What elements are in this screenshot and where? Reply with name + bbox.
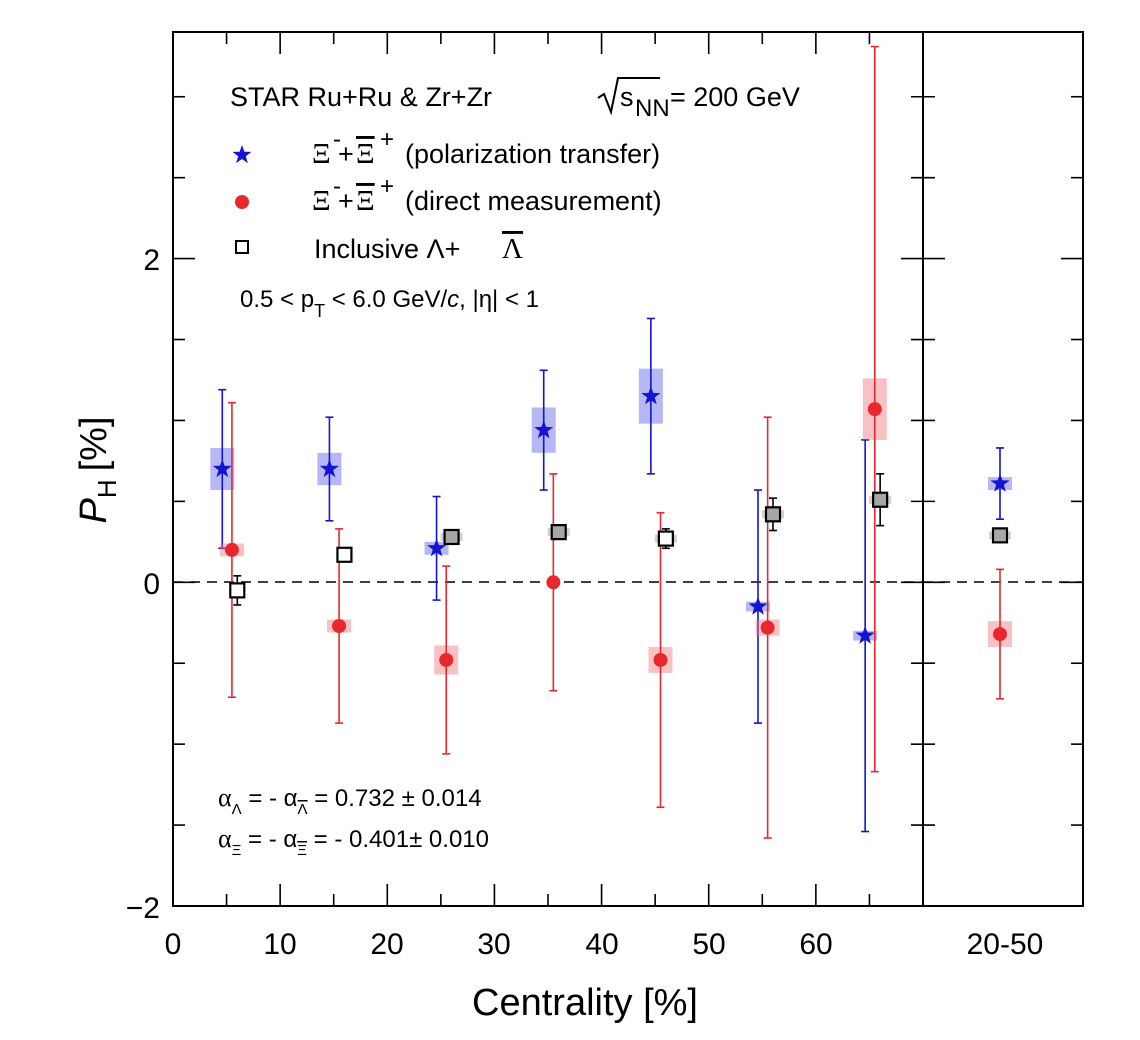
side-plot-frame [922,31,1084,907]
legend-entry2-label: (direct measurement) [405,186,662,216]
alpha-lambda-line: αΛ = - αΛ = 0.732 ± 0.014 [218,783,482,818]
y-axis-title: PH [%] [73,416,122,523]
legend-entry2-xibar-sup: + [380,173,394,200]
xi_direct-marker [760,620,775,635]
legend-entry1-label: (polarization transfer) [405,139,660,169]
x-tick-label: 20 [370,928,403,961]
legend-header-energy: = 200 GeV [670,82,800,112]
legend-entry1-xi-sup: - [333,126,341,153]
kinematic-cut-suffix: , |η| < 1 [459,286,539,313]
x-tick-label: 60 [799,928,832,961]
y-axis-symbol: P [73,498,115,524]
x-tick-label: 40 [585,928,618,961]
x-tick-label: 30 [477,928,510,961]
lambda_inclusive-marker [764,506,782,523]
legend-entry1-xibar: Ξ [356,138,375,170]
lambda_inclusive-marker [550,524,567,541]
legend-entry3-lambda: Λ [502,233,523,265]
lambda_inclusive-marker-integrated [991,527,1009,544]
x-axis-title: Centrality [%] [472,982,698,1024]
lambda_inclusive-marker [229,582,246,599]
axis-ticks [172,32,1083,907]
legend: STAR Ru+Ru & Zr+Zr s NN = 200 GeV Ξ - + … [230,77,800,321]
alpha1-mid: = - α [242,785,298,812]
xi_direct-marker-integrated [993,627,1007,642]
legend-star-marker [232,145,252,164]
alpha2-sub1: Ξ [232,842,242,859]
xi_direct-marker [867,402,882,417]
legend-header-system: STAR Ru+Ru & Zr+Zr [230,82,492,112]
y-tick-label: 2 [143,244,160,277]
legend-entry2-xibar: Ξ [356,185,375,217]
alpha1-sub2: Λ [298,801,308,818]
lambda_inclusive-marker [336,546,353,563]
legend-entry2-plus: + [338,186,354,216]
legend-entry1-plus: + [338,139,354,169]
alpha1-rhs: = 0.732 ± 0.014 [308,785,482,812]
y-tick-label: −2 [126,892,160,925]
x-tick-label: 0 [165,928,182,961]
xi_direct-marker [332,618,347,633]
data-layer [210,45,1012,839]
xi_transfer-marker [319,459,339,478]
xi_transfer-marker [748,596,768,615]
lambda_inclusive-marker [872,491,889,508]
kinematic-cut-mid: < 6.0 GeV/ [325,286,447,313]
lambda_inclusive-marker [443,528,460,546]
legend-header-sqrt-s: s [620,82,634,112]
sqrt-sign [597,77,660,116]
x-tick-label: 50 [692,928,725,961]
legend-entry2-xi-sup: - [333,173,341,200]
legend-entry1-xi: Ξ [312,138,331,170]
xi_transfer-marker [534,420,554,439]
alpha2-mid: = - α [241,826,297,853]
xi_direct-marker [224,542,239,557]
kinematic-cut-prefix: 0.5 < p [240,286,314,313]
x-tick-label: 10 [263,928,296,961]
legend-square-marker [235,240,249,254]
xi_direct-marker [653,652,668,667]
y-axis-subscript: H [92,479,122,498]
alpha-annotations: αΛ = - αΛ = 0.732 ± 0.014 αΞ = - αΞ = - … [218,783,489,859]
legend-entry1-xibar-sup: + [380,126,394,153]
xi_direct-marker [546,575,561,590]
legend-circle-marker [235,195,249,209]
xi_transfer-marker [641,386,661,405]
legend-header-sqrt-subscript: NN [635,95,670,122]
kinematic-cut-sub: T [314,301,325,321]
alpha2-lhs: α [218,824,232,853]
alpha-xi-line: αΞ = - αΞ = - 0.401± 0.010 [218,824,489,859]
side-panel-label: 20-50 [967,928,1044,961]
xi_transfer-marker [427,538,447,557]
svg-text:PH[%]: PH [%] [73,416,122,523]
alpha2-sub2: Ξ [297,842,307,859]
kinematic-cut: 0.5 < pT < 6.0 GeV/c, |η| < 1 [240,286,539,321]
xi_transfer-marker [212,459,232,478]
xi_direct-marker [439,652,454,667]
xi_transfer-marker [855,625,875,644]
kinematic-cut-c: c [447,286,459,313]
lambda_inclusive-marker [657,530,674,547]
y-axis-unit: [%] [73,416,115,471]
alpha1-sub1: Λ [232,801,242,818]
alpha2-rhs: = - 0.401± 0.010 [307,826,489,853]
xi_transfer-marker-integrated [990,473,1010,492]
alpha1-lhs: α [218,783,232,812]
y-tick-label: 0 [143,568,160,601]
legend-entry2-xi: Ξ [312,185,331,217]
legend-entry3-label: Inclusive Λ+ [314,234,460,264]
